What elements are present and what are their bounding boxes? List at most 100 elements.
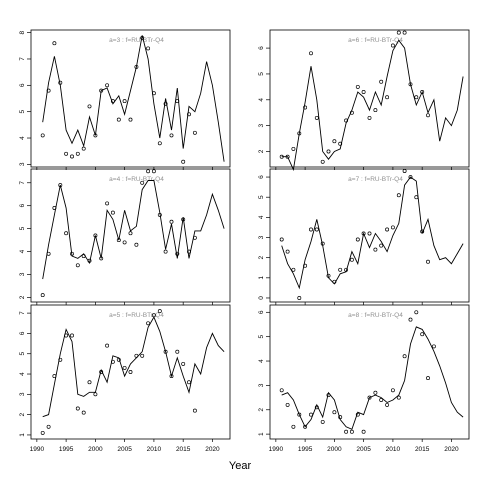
observed-point (349, 257, 354, 262)
x-tick-label: 2010 (147, 446, 162, 453)
observed-point (70, 154, 74, 159)
y-tick-label: 4 (19, 372, 26, 376)
observed-point (146, 169, 151, 174)
y-tick-label: 4 (258, 98, 265, 102)
panel-frame (269, 29, 470, 168)
observed-point (379, 243, 384, 248)
observed-point (175, 99, 180, 104)
observed-point (396, 395, 401, 400)
observed-point (385, 402, 390, 407)
panel-frame (30, 168, 231, 303)
observed-point (140, 180, 145, 185)
panel-frame (30, 304, 231, 440)
observed-point (87, 104, 92, 109)
observed-point (128, 117, 133, 122)
observed-point (140, 35, 145, 40)
observed-point (75, 406, 80, 411)
observed-point (344, 429, 349, 434)
y-tick-label: 5 (19, 226, 26, 230)
observed-point (110, 210, 115, 215)
observed-point (396, 30, 401, 35)
observed-point (151, 91, 156, 96)
observed-point (58, 357, 63, 362)
panel-5: a=5 : f=RU-BTr-Q4 1 2 3 4 5 6 7 1990 1995 2000 2005… (19, 304, 231, 453)
series-group (279, 310, 464, 434)
observed-point (163, 249, 168, 254)
y-tick-label: 6 (258, 46, 265, 50)
observed-point (122, 99, 127, 104)
observed-point (303, 105, 308, 110)
y-tick-label: 7 (19, 57, 26, 61)
panel-frame (30, 29, 231, 168)
observed-point (414, 310, 419, 315)
y-tick-label: 2 (258, 255, 265, 259)
y-tick-label: 4 (19, 136, 26, 140)
observed-point (40, 293, 45, 298)
observed-point (169, 374, 174, 379)
x-axis-label: Year (229, 460, 252, 472)
observed-point (332, 139, 337, 144)
observed-point (332, 279, 337, 284)
observed-point (279, 237, 284, 242)
y-tick-label: 5 (258, 334, 265, 338)
y-tick-label: 4 (258, 215, 265, 219)
x-tick-label: 2015 (415, 446, 430, 453)
observed-point (157, 141, 162, 146)
panel-title: a=6 : f=RU-BTr-Q4 (348, 37, 403, 44)
observed-point (367, 231, 372, 236)
y-tick-label: 3 (19, 272, 26, 276)
observed-point (314, 405, 319, 410)
observed-point (58, 80, 63, 85)
y-tick-label: 7 (19, 311, 26, 315)
observed-point (291, 424, 296, 429)
observed-point (40, 430, 45, 435)
observed-point (285, 402, 290, 407)
fitted-line (281, 176, 464, 290)
observed-point (390, 388, 395, 393)
observed-point (338, 415, 343, 420)
fitted-line (42, 35, 225, 162)
observed-point (326, 149, 331, 154)
observed-point (116, 357, 121, 362)
observed-point (279, 154, 284, 159)
observed-point (70, 333, 74, 338)
y-tick-label: 3 (258, 383, 265, 387)
observed-point (309, 227, 313, 232)
y-tick-label: 5 (258, 72, 265, 76)
fitted-line (42, 180, 225, 280)
panels-container: a=3 : f=RU-BTr-Q4 3 4 5 6 7 8 a=6 : f=RU-BTr-Q4… (19, 29, 470, 453)
x-tick-label: 2020 (205, 446, 220, 453)
observed-point (52, 206, 57, 210)
observed-point (402, 354, 407, 359)
observed-point (326, 393, 331, 398)
x-tick-label: 2015 (176, 446, 191, 453)
observed-point (373, 247, 378, 252)
observed-point (175, 251, 180, 256)
panel-4: a=7 : f=RU-BTr-Q4 0 1 2 3 4 5 6 (258, 168, 470, 305)
observed-point (81, 410, 86, 415)
observed-point (87, 380, 92, 385)
x-tick-label: 1995 (298, 446, 313, 453)
y-tick-label: 1 (19, 433, 26, 437)
observed-point (344, 118, 349, 123)
observed-point (134, 353, 139, 358)
observed-point (192, 235, 197, 240)
y-tick-label: 8 (19, 30, 26, 34)
observed-point (361, 90, 366, 94)
observed-point (309, 51, 313, 56)
observed-point (361, 231, 366, 236)
observed-point (187, 380, 191, 385)
observed-point (320, 241, 325, 246)
observed-point (110, 99, 115, 104)
y-tick-label: 0 (258, 296, 265, 300)
x-tick-label: 2010 (386, 446, 401, 453)
observed-point (385, 95, 390, 100)
observed-point (40, 133, 45, 138)
observed-point (46, 251, 51, 256)
observed-point (105, 343, 110, 348)
observed-point (146, 46, 151, 51)
observed-point (163, 349, 168, 354)
series-group (40, 169, 225, 298)
observed-point (408, 175, 413, 180)
